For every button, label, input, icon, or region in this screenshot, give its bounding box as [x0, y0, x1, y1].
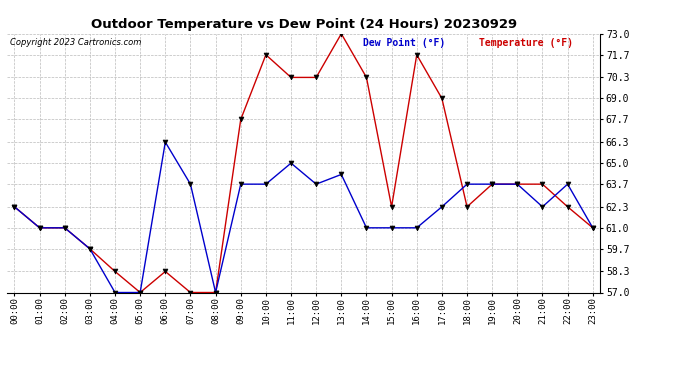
Text: Dew Point (°F): Dew Point (°F)	[363, 38, 445, 48]
Text: Temperature (°F): Temperature (°F)	[479, 38, 573, 48]
Title: Outdoor Temperature vs Dew Point (24 Hours) 20230929: Outdoor Temperature vs Dew Point (24 Hou…	[90, 18, 517, 31]
Text: Copyright 2023 Cartronics.com: Copyright 2023 Cartronics.com	[10, 38, 141, 46]
